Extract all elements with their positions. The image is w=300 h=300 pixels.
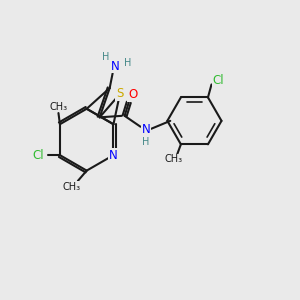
Text: CH₃: CH₃ — [50, 102, 68, 112]
Text: H: H — [102, 52, 109, 61]
Text: N: N — [142, 123, 150, 136]
Text: Cl: Cl — [32, 149, 44, 162]
Text: N: N — [109, 149, 118, 162]
Text: CH₃: CH₃ — [164, 154, 183, 164]
Text: O: O — [128, 88, 137, 101]
Text: H: H — [124, 58, 131, 68]
Text: H: H — [142, 137, 149, 147]
Text: N: N — [111, 59, 119, 73]
Text: Cl: Cl — [212, 74, 224, 87]
Text: CH₃: CH₃ — [62, 182, 80, 192]
Text: S: S — [116, 88, 124, 100]
